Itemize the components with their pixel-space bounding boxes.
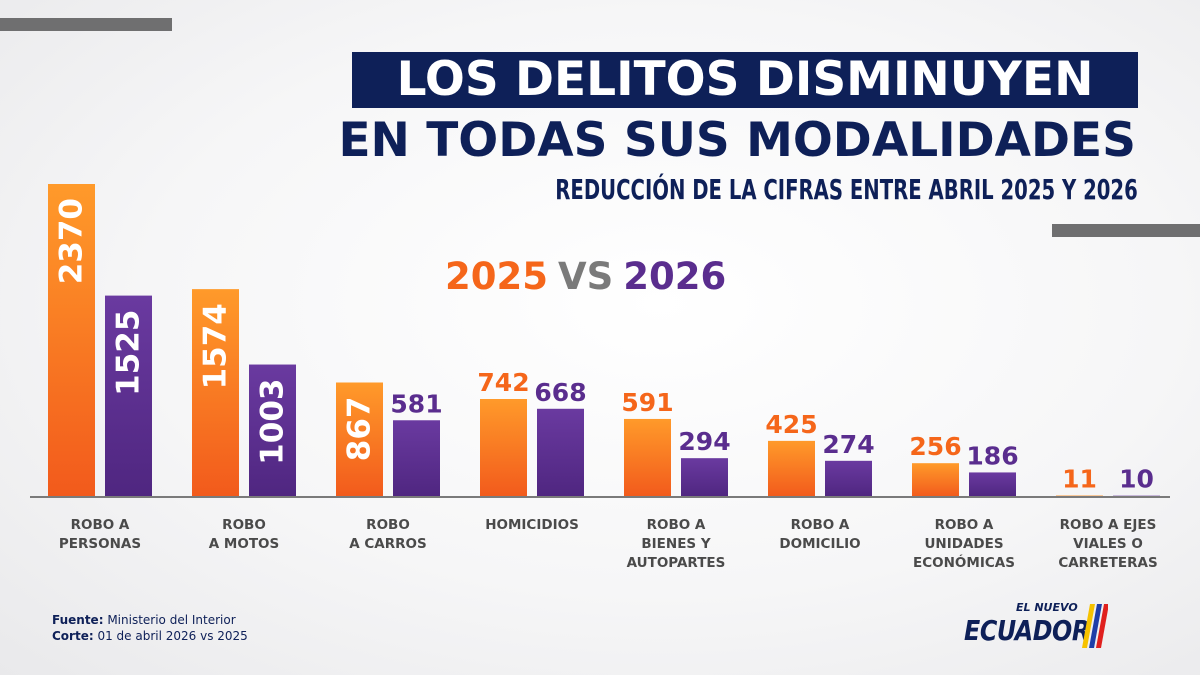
bar-2025-0 xyxy=(48,184,95,497)
bar-2026-6 xyxy=(969,472,1016,497)
data-label-2026-0: 1525 xyxy=(111,310,147,396)
category-label-6: ROBO A UNIDADES ECONÓMICAS xyxy=(913,517,1015,571)
bar-2025-2 xyxy=(336,382,383,497)
decorative-bar-right xyxy=(1052,224,1200,237)
footer-cut: Corte: 01 de abril 2026 vs 2025 xyxy=(52,628,248,644)
category-label-3: HOMICIDIOS xyxy=(485,517,579,533)
footer-source-label: Fuente: xyxy=(52,613,104,627)
footer-cut-value: 01 de abril 2026 vs 2025 xyxy=(93,629,248,643)
data-label-2025-3: 742 xyxy=(477,368,529,397)
data-label-2025-0: 2370 xyxy=(54,198,90,284)
el-nuevo-ecuador-logo: EL NUEVO ECUADOR xyxy=(958,598,1148,654)
bar-2026-3 xyxy=(537,408,584,497)
category-label-0: ROBO A PERSONAS xyxy=(59,517,141,552)
footer-source: Fuente: Ministerio del Interior xyxy=(52,612,248,628)
data-label-2025-2: 867 xyxy=(342,396,378,461)
data-label-2026-7: 10 xyxy=(1119,465,1154,494)
data-label-2025-1: 1574 xyxy=(198,303,234,389)
bar-2026-4 xyxy=(681,458,728,497)
data-label-2026-5: 274 xyxy=(822,430,874,459)
bar-2025-4 xyxy=(624,418,671,497)
logo-big-text: ECUADOR xyxy=(964,614,1090,647)
bar-2025-3 xyxy=(480,399,527,497)
legend-2025: 2025 xyxy=(445,255,548,298)
legend-vs: VS xyxy=(557,255,614,298)
bar-2026-0 xyxy=(105,295,152,497)
data-label-2025-5: 425 xyxy=(765,410,817,439)
bar-2026-5 xyxy=(825,460,872,497)
bar-2026-2 xyxy=(393,420,440,497)
title-line-2: EN TODAS SUS MODALIDADES xyxy=(338,113,1136,168)
legend: 2025 VS 2026 xyxy=(445,254,726,300)
data-label-2025-6: 256 xyxy=(909,432,961,461)
subtitle: REDUCCIÓN DE LA CIFRAS ENTRE ABRIL 2025 … xyxy=(555,173,1138,206)
bar-2025-6 xyxy=(912,463,959,497)
logo-small-text: EL NUEVO xyxy=(1016,601,1078,614)
data-label-2026-1: 1003 xyxy=(255,379,291,465)
legend-2026: 2026 xyxy=(623,255,727,298)
data-label-2026-3: 668 xyxy=(534,378,586,407)
category-label-5: ROBO A DOMICILIO xyxy=(779,517,860,552)
data-label-2026-6: 186 xyxy=(966,441,1018,470)
footer-source-value: Ministerio del Interior xyxy=(103,613,236,627)
data-label-2026-2: 581 xyxy=(390,389,442,418)
category-label-1: ROBO A MOTOS xyxy=(209,517,279,552)
data-label-2025-4: 591 xyxy=(621,388,673,417)
category-label-2: ROBO A CARROS xyxy=(349,517,427,552)
decorative-bar-top xyxy=(0,18,172,31)
category-label-4: ROBO A BIENES Y AUTOPARTES xyxy=(627,517,726,571)
data-label-2025-7: 11 xyxy=(1062,465,1097,494)
bar-2026-1 xyxy=(249,364,296,497)
category-label-7: ROBO A EJES VIALES O CARRETERAS xyxy=(1058,517,1157,571)
bar-2025-1 xyxy=(192,289,239,497)
bar-2025-5 xyxy=(768,440,815,497)
title-line-1: LOS DELITOS DISMINUYEN xyxy=(352,52,1138,108)
flag-stripes-icon xyxy=(1082,604,1108,648)
footer: Fuente: Ministerio del Interior Corte: 0… xyxy=(52,612,248,644)
data-label-2026-4: 294 xyxy=(678,427,730,456)
footer-cut-label: Corte: xyxy=(52,629,94,643)
